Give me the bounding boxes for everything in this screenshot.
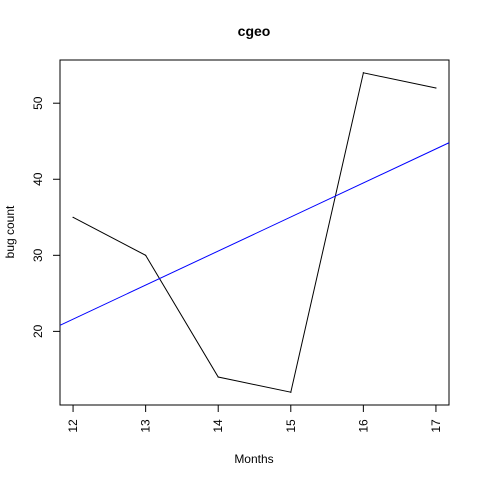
- data-point: [435, 87, 437, 89]
- x-tick-label: 12: [66, 419, 80, 433]
- y-axis-label: bug count: [3, 205, 17, 258]
- y-tick-label: 50: [31, 96, 45, 110]
- data-point: [290, 391, 292, 393]
- data-point: [362, 72, 364, 74]
- x-tick-label: 13: [139, 419, 153, 433]
- plot-frame: [59, 59, 450, 406]
- y-axis: 20 30 40 50: [31, 96, 61, 338]
- y-tick-label: 20: [31, 324, 45, 338]
- x-tick-label: 17: [429, 419, 443, 433]
- y-tick-label: 40: [31, 172, 45, 186]
- x-axis-label: Months: [234, 452, 273, 466]
- x-tick-label: 14: [211, 419, 225, 433]
- trend-layer: [59, 142, 450, 326]
- series-line-0: [72, 72, 437, 393]
- trend-line: [59, 142, 450, 326]
- series-layer: [72, 72, 437, 393]
- x-axis: 12 13 14 15 16 17: [66, 404, 443, 433]
- chart-title: cgeo: [238, 23, 271, 39]
- x-tick-label: 16: [356, 419, 370, 433]
- data-point: [217, 376, 219, 378]
- x-tick-label: 15: [284, 419, 298, 433]
- data-point: [72, 216, 74, 218]
- y-tick-label: 30: [31, 248, 45, 262]
- data-point: [145, 254, 147, 256]
